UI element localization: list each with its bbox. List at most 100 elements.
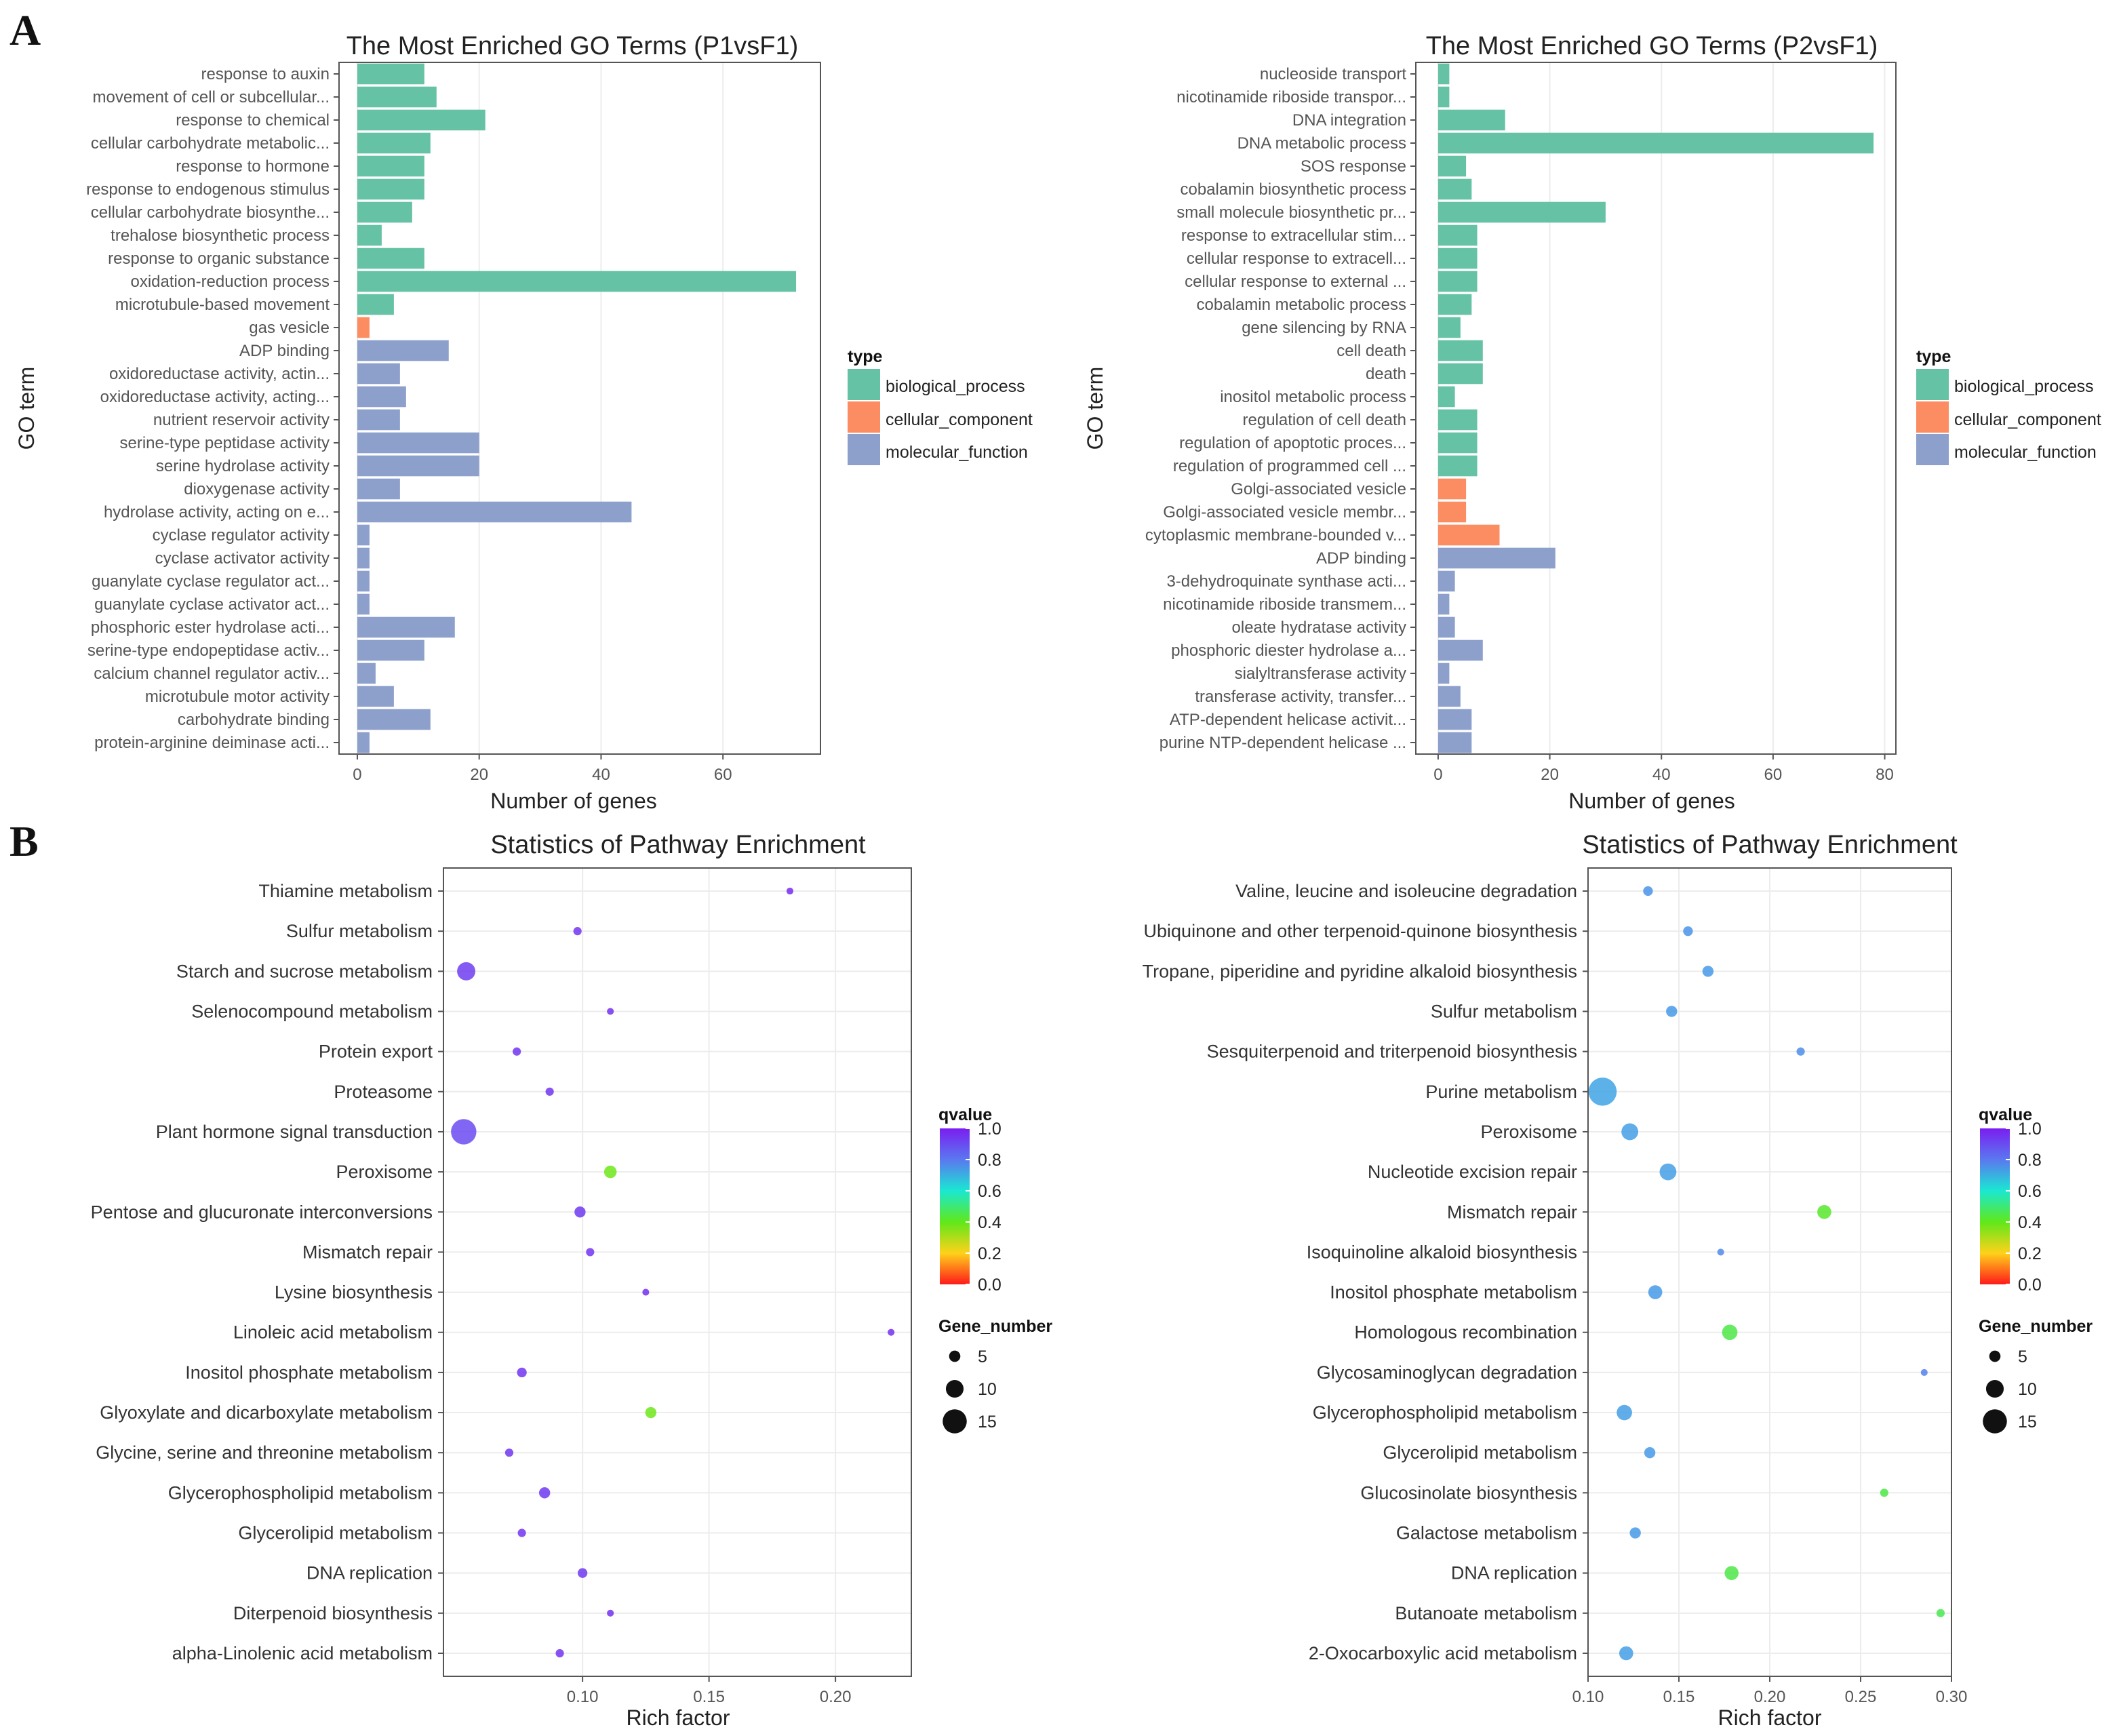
go1-bar [357,570,370,592]
go-p1-legend-bp: biological_process [886,377,1025,396]
go2-bar [1438,224,1478,246]
go2-category-label: purine NTP-dependent helicase ... [1159,734,1406,752]
k1-qtick-label: 0.8 [978,1151,1002,1170]
go2-category-label: regulation of programmed cell ... [1173,457,1406,475]
kegg-p2-x-ticks: 0.10 0.15 0.20 0.25 0.30 [1572,1676,1967,1706]
go2-tick-label: 0 [1433,766,1442,784]
kegg-chart-p1: Statistics of Pathway Enrichment Thiamin… [91,831,1053,1730]
go-p2-legend-swatch-mf [1916,434,1949,465]
k2-category-label: Isoquinoline alkaloid biosynthesis [1307,1242,1577,1262]
kegg-p1-size-title: Gene_number [938,1317,1052,1336]
go2-bar [1438,616,1455,638]
k2-category-label: Ubiquinone and other terpenoid-quinone b… [1144,921,1577,941]
go2-bar [1438,593,1450,615]
k1-category-label: DNA replication [306,1563,433,1583]
go2-category-label: transferase activity, transfer... [1195,688,1406,706]
go1-category-label: oxidoreductase activity, acting... [100,388,330,406]
k2-category-label: Tropane, piperidine and pyridine alkaloi… [1143,961,1577,981]
go2-bar [1438,340,1483,361]
k1-category-label: Sulfur metabolism [286,921,433,941]
kegg-p1-x-ticks: 0.10 0.15 0.20 [567,1676,851,1706]
k1-point [517,1528,526,1537]
go1-tick-label: 60 [714,766,732,784]
go1-category-label: gas vesicle [249,319,330,337]
k2-category-label: Glycerophospholipid metabolism [1313,1402,1577,1423]
go-p2-ylabel: GO term [1083,367,1107,450]
go1-category-label: guanylate cyclase activator act... [94,595,330,614]
k2-category-label: Inositol phosphate metabolism [1330,1282,1577,1303]
k2-tick-label: 0.15 [1663,1688,1695,1706]
k2-point [1724,1566,1739,1580]
go1-bar [357,201,412,223]
go-p2-legend: type biological_process cellular_compone… [1916,347,2101,465]
k1-size-dot [943,1409,967,1434]
go-p2-legend-swatch-cc [1916,401,1949,433]
k1-point [888,1328,895,1336]
go-p1-legend-title: type [848,347,883,366]
go1-bar [357,224,382,246]
go2-category-label: response to extracellular stim... [1181,226,1406,245]
k2-size-dot [1989,1350,2001,1362]
go-p2-legend-bp: biological_process [1954,377,2094,396]
kegg-p2-title: Statistics of Pathway Enrichment [1582,831,1958,859]
kegg-p1-grid [443,868,911,1676]
go1-bar [357,686,394,707]
k1-point [555,1649,564,1658]
kegg-p1-plot-frame [443,867,912,1677]
k1-point [603,1165,617,1179]
k2-point [1617,1404,1632,1421]
go1-category-label: response to chemical [176,111,330,130]
panel-label-a: A [9,6,41,54]
k1-point [607,1609,614,1617]
go2-bar [1438,663,1450,684]
kegg-p2-size-legend: 5 10 15 [1983,1347,2037,1434]
go-chart-p2: The Most Enriched GO Terms (P2vsF1) nucl… [1083,32,2101,813]
k1-point [517,1367,527,1378]
k2-point [1659,1163,1677,1181]
k1-category-label: Pentose and glucuronate interconversions [91,1202,433,1222]
go2-category-label: cell death [1336,342,1406,360]
go-p1-ylabel: GO term [14,367,39,450]
go1-tick-label: 0 [353,766,361,784]
go2-bar [1438,455,1478,477]
k1-point [545,1087,554,1096]
go2-category-label: Golgi-associated vesicle membr... [1163,503,1406,521]
kegg-p1-qvalue-ticks: 1.0 0.8 0.6 0.4 0.2 0.0 [966,1120,1002,1295]
k2-size-label: 15 [2018,1413,2037,1432]
go-p2-x-ticks: 0 20 40 60 80 [1433,754,1894,784]
go-p2-legend-title: type [1916,347,1951,366]
go-p1-x-ticks: 0 20 40 60 [353,754,732,784]
go1-bar [357,547,370,569]
k2-point [1621,1123,1639,1141]
go2-category-label: Golgi-associated vesicle [1231,480,1406,498]
go1-category-label: response to hormone [176,157,330,176]
k1-category-label: Glycerophospholipid metabolism [168,1482,433,1503]
go1-bar [357,340,449,361]
go-p2-category-labels: nucleoside transport nicotinamide ribosid… [1145,65,1416,752]
go2-bar [1438,709,1472,730]
go-p2-legend-mf: molecular_function [1954,443,2097,462]
k1-category-label: Selenocompound metabolism [191,1001,433,1021]
k2-category-label: Glycosaminoglycan degradation [1317,1362,1577,1383]
k1-category-label: Glycerolipid metabolism [238,1523,433,1543]
go1-bar [357,639,424,661]
go1-bar [357,709,431,730]
kegg-p2-legend: qvalue 1.0 0.8 0.6 0.4 0.2 0.0 Gene_number 5 1… [1979,1105,2093,1434]
go1-bar [357,663,376,684]
go-p1-grid [356,62,724,754]
go2-category-label: regulation of apoptotic proces... [1179,434,1406,452]
go2-category-label: cobalamin biosynthetic process [1180,180,1406,199]
go1-category-label: cyclase regulator activity [153,526,330,545]
k2-category-label: Galactose metabolism [1396,1523,1577,1543]
k2-point [1643,886,1653,896]
go2-category-label: gene silencing by RNA [1242,319,1406,337]
go-p2-bars [1438,63,1874,753]
kegg-p1-legend: qvalue 1.0 0.8 0.6 0.4 0.2 0.0 Gene_number 5 1… [938,1105,1052,1434]
go1-category-label: oxidoreductase activity, actin... [109,365,330,383]
k2-category-label: Valine, leucine and isoleucine degradati… [1235,881,1577,901]
k2-category-label: Mismatch repair [1447,1202,1577,1222]
go2-category-label: nucleoside transport [1260,65,1406,83]
k1-qtick-label: 0.6 [978,1182,1002,1201]
go1-bar [357,501,632,523]
